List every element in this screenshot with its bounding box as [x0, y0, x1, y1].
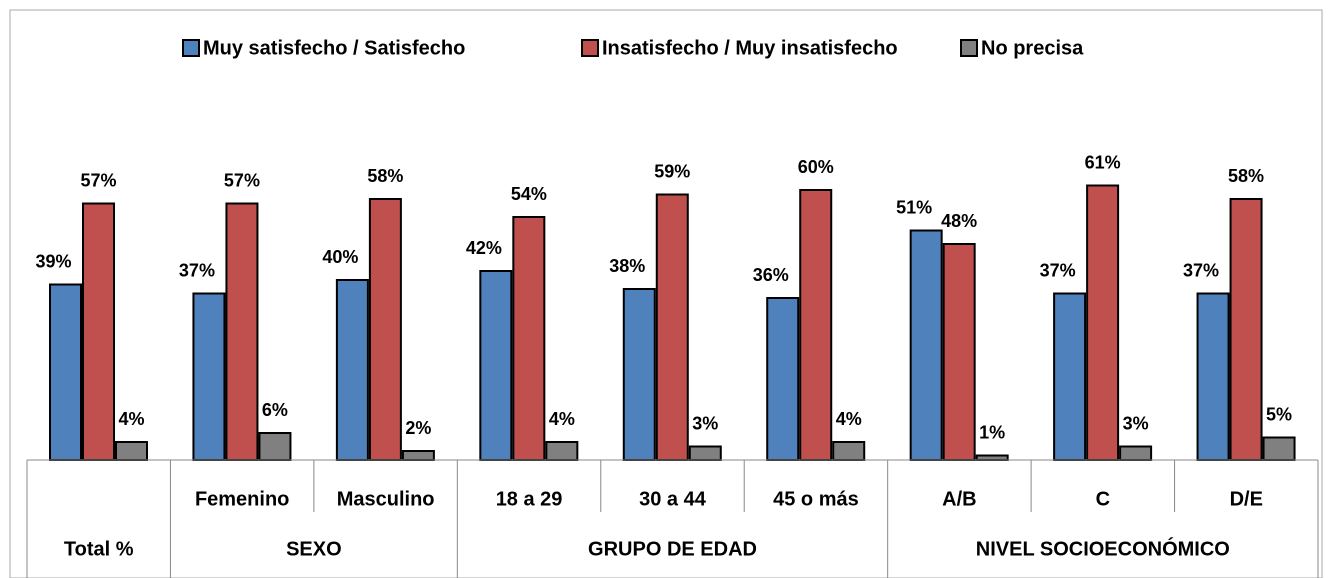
- data-label: 4%: [118, 409, 144, 429]
- bar: [799, 189, 833, 461]
- bar: [688, 445, 722, 461]
- bar: [1262, 436, 1296, 461]
- bar: [545, 441, 579, 461]
- data-label: 57%: [80, 170, 116, 190]
- data-label: 5%: [1266, 404, 1292, 424]
- data-label: 51%: [896, 197, 932, 217]
- bar: [1229, 198, 1263, 461]
- bar: [49, 283, 82, 461]
- data-label: 48%: [941, 211, 977, 231]
- x-tick-label: C: [1096, 488, 1110, 510]
- x-tick-label: 30 a 44: [639, 488, 707, 510]
- legend-label: Insatisfecho / Muy insatisfecho: [602, 37, 898, 59]
- data-label: 6%: [262, 400, 288, 420]
- x-tick-label: 45 o más: [773, 488, 859, 510]
- x-tick-label: D/E: [1230, 488, 1263, 510]
- data-label: 57%: [224, 170, 260, 190]
- bar: [942, 243, 976, 461]
- group-label: Total %: [64, 538, 134, 560]
- bar: [115, 441, 148, 461]
- group-label: SEXO: [286, 538, 342, 560]
- data-label: 37%: [179, 260, 215, 280]
- bar: [512, 216, 546, 461]
- bar: [335, 279, 369, 461]
- bar: [1196, 292, 1230, 461]
- bar: [1086, 184, 1120, 461]
- data-label: 38%: [609, 256, 645, 276]
- data-label: 58%: [367, 166, 403, 186]
- bar: [225, 202, 259, 461]
- data-label: 4%: [836, 409, 862, 429]
- data-label: 61%: [1085, 152, 1121, 172]
- group-label: NIVEL SOCIOECONÓMICO: [976, 536, 1230, 560]
- bar: [1119, 445, 1153, 461]
- bar: [368, 198, 402, 461]
- legend-label: Muy satisfecho / Satisfecho: [203, 37, 465, 59]
- data-label: 1%: [979, 422, 1005, 442]
- x-tick-label: Masculino: [337, 488, 435, 510]
- legend-swatch: [960, 39, 978, 57]
- bar: [909, 229, 943, 461]
- x-tick-label: A/B: [942, 488, 976, 510]
- data-label: 60%: [798, 157, 834, 177]
- bar: [655, 193, 689, 461]
- data-label: 3%: [692, 413, 718, 433]
- data-label: 59%: [654, 161, 690, 181]
- data-label: 39%: [35, 251, 71, 271]
- group-label: GRUPO DE EDAD: [588, 538, 757, 560]
- data-label: 37%: [1183, 260, 1219, 280]
- data-label: 36%: [753, 265, 789, 285]
- data-label: 2%: [405, 418, 431, 438]
- bar: [82, 202, 115, 461]
- x-tick-label: Femenino: [195, 488, 289, 510]
- data-label: 3%: [1123, 413, 1149, 433]
- legend-swatch: [182, 39, 200, 57]
- data-label: 37%: [1040, 260, 1076, 280]
- bar: [975, 454, 1009, 461]
- legend-swatch: [581, 39, 599, 57]
- data-label: 40%: [322, 247, 358, 267]
- data-label: 4%: [549, 409, 575, 429]
- bar: [401, 450, 435, 461]
- bar: [622, 288, 656, 461]
- bar: [192, 292, 226, 461]
- bar: [766, 297, 800, 461]
- bar: [832, 441, 866, 461]
- x-tick-label: 18 a 29: [496, 488, 563, 510]
- bar: [258, 432, 292, 461]
- data-label: 42%: [466, 238, 502, 258]
- data-label: 58%: [1228, 166, 1264, 186]
- bar: [1053, 292, 1087, 461]
- bar: [479, 270, 513, 461]
- data-label: 54%: [511, 184, 547, 204]
- chart-frame: [9, 9, 1323, 578]
- legend-label: No precisa: [981, 37, 1084, 59]
